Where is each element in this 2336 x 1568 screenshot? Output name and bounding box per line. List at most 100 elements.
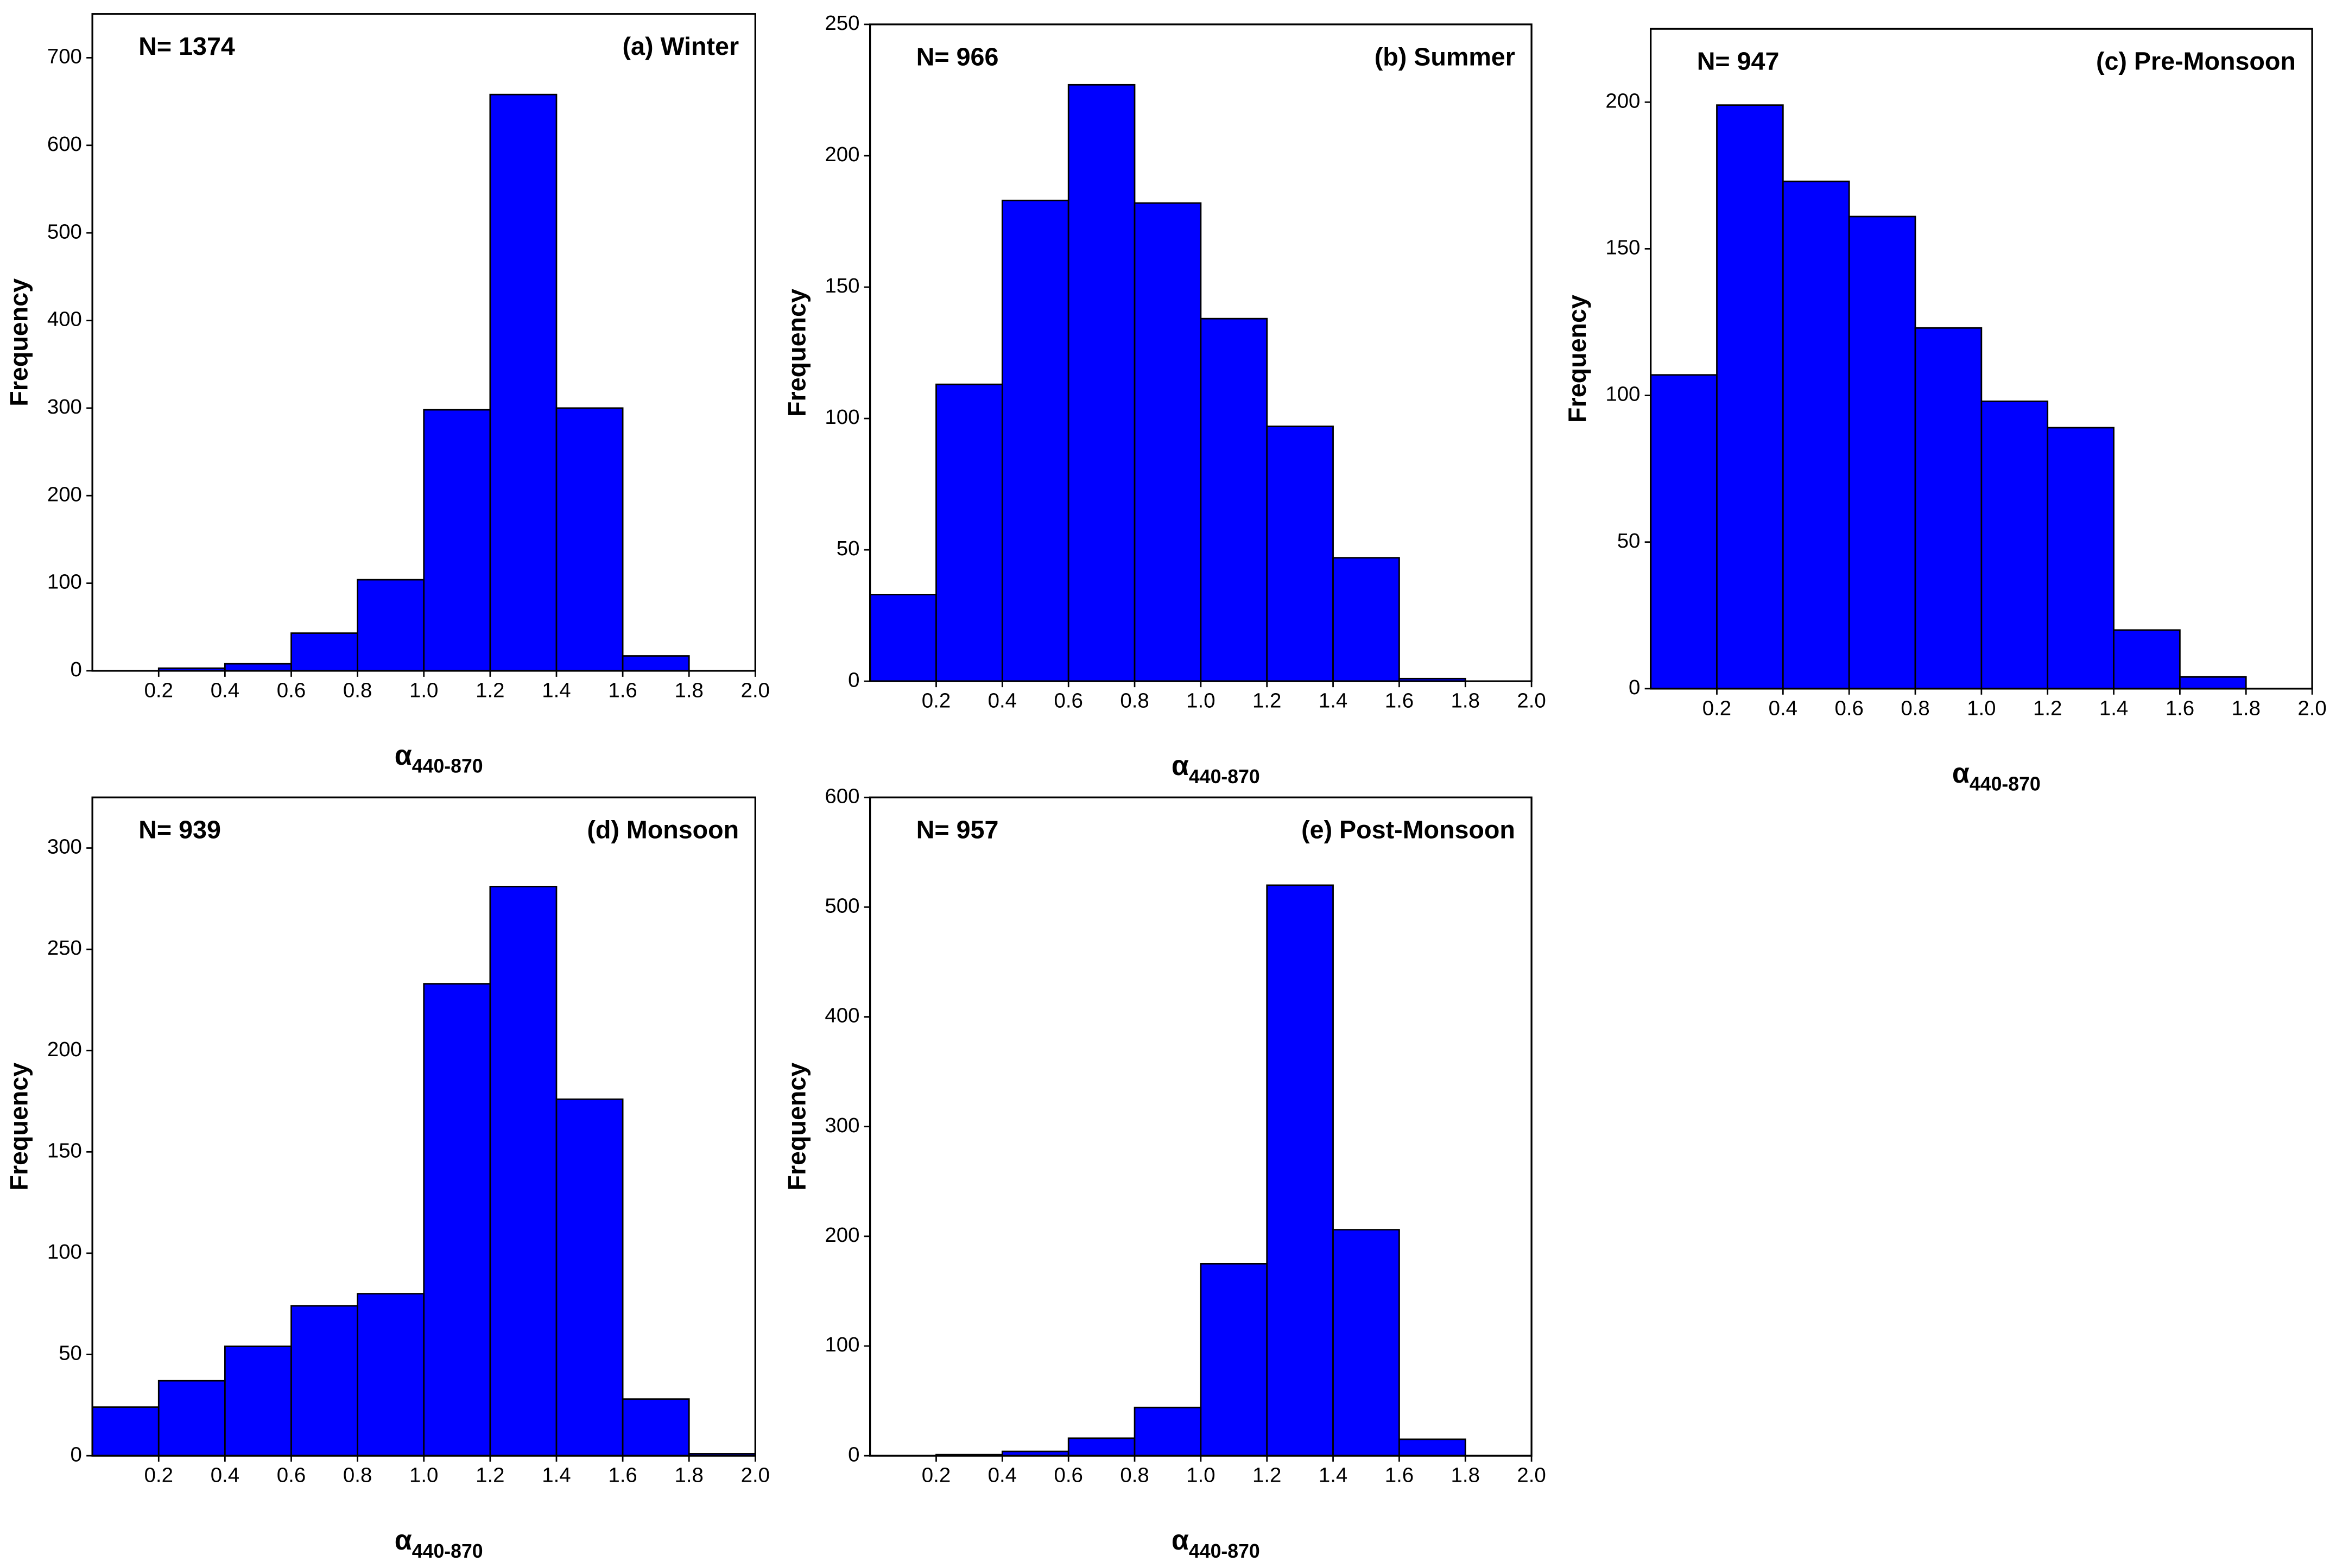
bar: [224, 663, 292, 672]
x-tick-label: 1.2: [2033, 696, 2062, 720]
x-tick-label: 1.2: [1252, 689, 1281, 713]
x-axis-label: α: [1172, 1525, 1189, 1556]
panel-title: (b) Summer: [1375, 42, 1515, 71]
y-tick-label: 200: [825, 143, 859, 166]
x-tick-label: 0.8: [1901, 696, 1929, 720]
y-tick-label: 200: [1605, 89, 1640, 112]
bar: [1398, 1438, 1466, 1457]
x-tick-label: 1.0: [1186, 689, 1215, 713]
y-tick-label: 100: [47, 1240, 82, 1264]
bar: [489, 93, 558, 672]
x-tick-label: 1.6: [608, 678, 637, 702]
y-tick-label: 50: [1617, 529, 1641, 553]
x-tick-label: 1.8: [1451, 689, 1480, 713]
x-tick-label: 2.0: [2297, 696, 2326, 720]
bar: [1266, 884, 1334, 1457]
bar: [1848, 215, 1916, 690]
bar: [1650, 374, 1718, 690]
x-tick-label: 0.8: [343, 1464, 372, 1487]
bar: [1067, 1437, 1136, 1457]
y-axis-label: Frequency: [5, 278, 33, 407]
x-tick-label: 1.8: [675, 678, 704, 702]
y-tick-label: 0: [1629, 676, 1640, 699]
bar: [1266, 426, 1334, 682]
y-tick-label: 100: [825, 405, 859, 429]
x-tick-label: 1.0: [1967, 696, 1996, 720]
y-tick-label: 50: [837, 537, 860, 560]
x-tick-label: 0.2: [1702, 696, 1731, 720]
y-tick-label: 150: [1605, 236, 1640, 259]
panel: 0 50 100 150 200 0.2 0.4 0.6 0.8 1.0 1.2 1.4 1.6 1.8 2…: [1563, 28, 2327, 795]
y-tick-label: 200: [47, 483, 82, 506]
x-tick-label: 2.0: [741, 1464, 770, 1487]
x-tick-label: 1.6: [1385, 1464, 1414, 1487]
bar: [423, 409, 491, 672]
panel: 0 100 200 300 400 500 600 700 0.2 0.4 0.6 0.8 1.0 1.2…: [5, 13, 770, 777]
x-tick-label: 1.8: [1451, 1464, 1480, 1487]
x-tick-label: 0.8: [1120, 1464, 1149, 1487]
bar: [1782, 180, 1850, 690]
y-tick-label: 200: [47, 1038, 82, 1061]
annotation: N= 947: [1697, 47, 1780, 75]
x-tick-label: 1.4: [1319, 1464, 1347, 1487]
y-axis-label: Frequency: [782, 1063, 811, 1191]
bar: [1914, 327, 1983, 690]
y-tick-label: 600: [825, 784, 859, 808]
y-tick-label: 500: [825, 894, 859, 917]
panel: 0 50 100 150 200 250 300 0.2 0.4 0.6 0.8 1.0 1.2 1.4 1…: [5, 796, 770, 1562]
x-tick-label: 1.0: [1186, 1464, 1215, 1487]
bar: [489, 886, 558, 1457]
bar: [2113, 629, 2181, 690]
y-tick-label: 100: [47, 570, 82, 594]
panel-title: (c) Pre-Monsoon: [2096, 47, 2296, 75]
x-tick-label: 0.2: [922, 1464, 951, 1487]
x-tick-label: 1.6: [1385, 689, 1414, 713]
x-tick-label: 0.6: [1054, 689, 1082, 713]
bar: [357, 1293, 425, 1457]
panel: 0 50 100 150 200 250 0.2 0.4 0.6 0.8 1.0 1.2 1.4 1.6 1…: [782, 11, 1546, 788]
y-tick-label: 700: [47, 45, 82, 68]
bar: [1134, 1406, 1202, 1457]
x-axis-label-subscript: 440-870: [1189, 766, 1260, 788]
y-tick-label: 100: [1605, 383, 1640, 406]
y-tick-label: 150: [825, 274, 859, 297]
y-tick-label: 300: [47, 835, 82, 859]
y-tick-label: 100: [825, 1333, 859, 1356]
y-tick-label: 0: [848, 668, 859, 691]
x-tick-label: 1.0: [409, 1464, 438, 1487]
x-tick-label: 0.8: [343, 678, 372, 702]
y-axis-label: Frequency: [5, 1063, 33, 1191]
panel-title: (a) Winter: [622, 32, 739, 60]
y-tick-label: 400: [47, 308, 82, 331]
bar: [555, 407, 624, 672]
x-axis-label: α: [1172, 750, 1189, 782]
bar: [1716, 104, 1784, 690]
x-axis-label-subscript: 440-870: [412, 756, 483, 777]
x-tick-label: 1.8: [2232, 696, 2261, 720]
annotation: N= 1374: [138, 32, 235, 60]
x-tick-label: 0.4: [1769, 696, 1797, 720]
bar: [1332, 557, 1400, 682]
y-tick-label: 400: [825, 1004, 859, 1027]
y-tick-label: 150: [47, 1139, 82, 1162]
x-tick-label: 1.2: [1252, 1464, 1281, 1487]
x-axis-label-subscript: 440-870: [1189, 1540, 1260, 1562]
y-tick-label: 200: [825, 1223, 859, 1247]
x-axis-label: α: [1952, 758, 1970, 789]
x-tick-label: 0.6: [1054, 1464, 1082, 1487]
x-tick-label: 0.4: [988, 689, 1017, 713]
x-tick-label: 2.0: [1517, 689, 1546, 713]
bar: [290, 1305, 358, 1457]
y-tick-label: 250: [47, 936, 82, 960]
plot-frame: [869, 23, 1533, 682]
x-tick-label: 0.8: [1120, 689, 1149, 713]
bar: [91, 1406, 160, 1457]
x-tick-label: 1.8: [675, 1464, 704, 1487]
x-axis-label-subscript: 440-870: [412, 1540, 483, 1562]
bar: [1332, 1229, 1400, 1457]
x-tick-label: 1.6: [2166, 696, 2194, 720]
x-tick-label: 0.2: [144, 1464, 173, 1487]
y-tick-label: 0: [71, 658, 82, 681]
x-tick-label: 1.6: [608, 1464, 637, 1487]
x-tick-label: 0.6: [277, 678, 306, 702]
